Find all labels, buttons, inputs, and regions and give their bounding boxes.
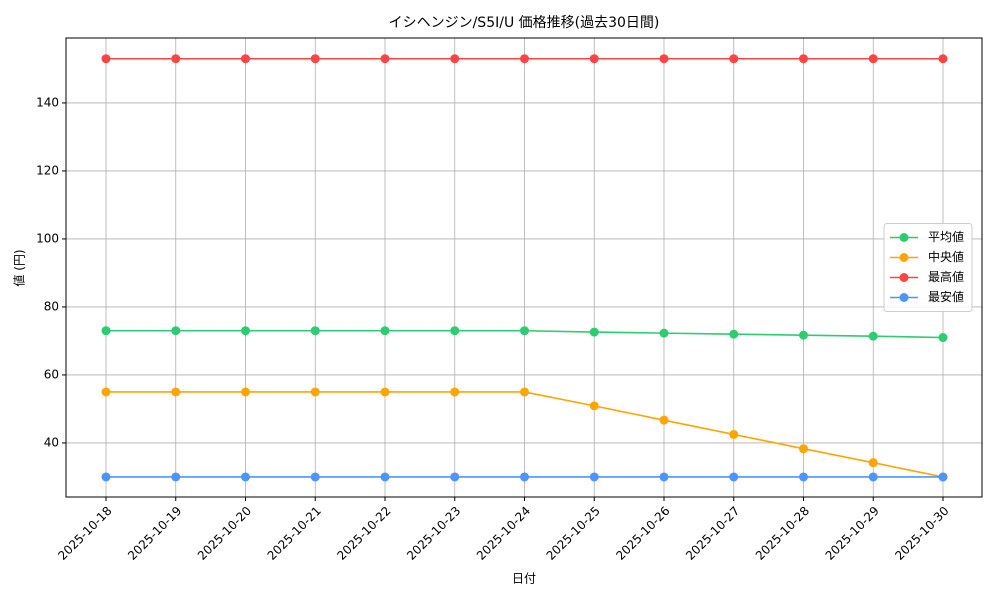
y-tick-label: 80 — [44, 299, 59, 313]
legend-label: 中央値 — [928, 249, 964, 264]
legend-label: 平均値 — [928, 229, 964, 244]
data-point — [938, 333, 948, 343]
data-point — [729, 472, 739, 482]
data-point — [659, 54, 669, 64]
y-tick-label: 40 — [44, 435, 59, 449]
data-point — [589, 54, 599, 64]
legend-marker — [899, 253, 909, 262]
chart-title: イシヘンジン/S5I/U 価格推移(過去30日間) — [389, 15, 660, 31]
data-point — [241, 387, 250, 397]
y-tick-label: 100 — [36, 231, 59, 245]
y-tick-label: 60 — [44, 367, 59, 381]
data-point — [310, 472, 320, 482]
data-point — [171, 387, 181, 397]
data-point — [799, 330, 808, 340]
data-point — [938, 472, 948, 482]
data-point — [868, 331, 878, 341]
data-point — [589, 327, 599, 337]
data-point — [310, 54, 320, 64]
data-point — [729, 54, 739, 64]
legend-label: 最安値 — [928, 289, 964, 304]
data-point — [520, 387, 529, 397]
data-point — [171, 54, 181, 64]
data-point — [868, 54, 878, 64]
data-point — [450, 472, 460, 482]
data-point — [101, 54, 111, 64]
data-point — [868, 472, 878, 482]
data-point — [171, 326, 181, 336]
data-point — [799, 444, 808, 454]
data-point — [520, 54, 529, 64]
data-point — [729, 329, 739, 339]
data-point — [450, 326, 460, 336]
y-tick-label: 120 — [36, 163, 59, 177]
data-point — [101, 326, 111, 336]
data-point — [310, 387, 320, 397]
data-point — [729, 429, 739, 439]
data-point — [310, 326, 320, 336]
data-point — [589, 401, 599, 411]
legend-marker — [899, 293, 909, 302]
data-point — [101, 387, 111, 397]
data-point — [380, 387, 390, 397]
data-point — [380, 326, 390, 336]
data-point — [799, 472, 808, 482]
data-point — [659, 472, 669, 482]
data-point — [868, 458, 878, 468]
legend-label: 最高値 — [928, 269, 964, 284]
data-point — [171, 472, 181, 482]
y-tick-label: 140 — [36, 95, 59, 109]
data-point — [241, 472, 250, 482]
y-axis-label: 値 (円) — [12, 249, 27, 286]
data-point — [101, 472, 111, 482]
data-point — [589, 472, 599, 482]
x-axis-label: 日付 — [512, 572, 536, 586]
data-point — [380, 472, 390, 482]
legend-box — [883, 223, 973, 312]
data-point — [520, 326, 529, 336]
data-point — [380, 54, 390, 64]
data-point — [241, 54, 250, 64]
data-point — [520, 472, 529, 482]
data-point — [659, 328, 669, 338]
data-point — [241, 326, 250, 336]
data-point — [799, 54, 808, 64]
legend-marker — [899, 233, 909, 242]
data-point — [659, 415, 669, 425]
data-point — [450, 387, 460, 397]
data-point — [938, 54, 948, 64]
data-point — [450, 54, 460, 64]
legend-marker — [899, 273, 909, 282]
plot-frame — [65, 37, 983, 498]
